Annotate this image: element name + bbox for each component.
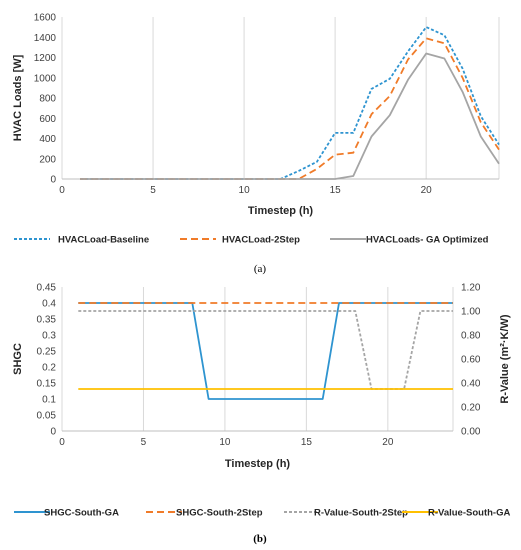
y-axis-title: SHGC [12, 343, 24, 375]
series-line-3 [80, 52, 500, 180]
legend-label-2: HVACLoad-2Step [222, 235, 300, 246]
x-tick-label: 0 [59, 185, 65, 196]
legend-label-3: R-Value-South-2Step [314, 508, 408, 519]
x-tick-label: 20 [421, 185, 433, 196]
y-tick-label: 0.25 [37, 347, 57, 358]
y-tick-label: 0 [50, 175, 56, 186]
series-line-3 [78, 310, 453, 390]
y-tick-label: 800 [39, 94, 56, 105]
y-tick-label: 200 [39, 154, 56, 165]
series-line-1 [80, 26, 500, 180]
x-tick-label: 10 [219, 437, 231, 448]
y-axis-title: HVAC Loads [W] [12, 54, 24, 141]
y-tick-label: 0.3 [42, 331, 56, 342]
series-line-1 [78, 302, 453, 400]
y-tick-label: 0 [50, 427, 56, 438]
y-tick-label: 0.45 [37, 283, 57, 294]
x-axis-title: Timestep (h) [225, 458, 291, 470]
y2-tick-label: 0.00 [461, 427, 481, 438]
y2-tick-label: 1.00 [461, 307, 481, 318]
chart-b-shgc-rvalue: 0 5 10 15 20 0 0.05 0.1 0.15 0.2 0.25 0.3 0.35 0.4 0.4… [12, 283, 511, 546]
legend-label-1: SHGC-South-GA [44, 508, 119, 519]
x-axis-title: Timestep (h) [248, 205, 314, 217]
y-tick-label: 0.1 [42, 395, 56, 406]
y-tick-label: 0.35 [37, 315, 57, 326]
y-tick-label: 0.05 [37, 411, 57, 422]
y-tick-label: 1000 [34, 73, 57, 84]
y-tick-label: 1200 [34, 53, 57, 64]
legend-label-4: R-Value-South-GA [428, 508, 510, 519]
figure-caption: (a) [254, 263, 267, 275]
series-line-2 [80, 37, 500, 180]
legend-label-1: HVACLoad-Baseline [58, 235, 149, 246]
figure-caption: (b) [253, 533, 267, 545]
legend-label-2: SHGC-South-2Step [176, 508, 263, 519]
y-tick-label: 0.15 [37, 379, 57, 390]
y2-tick-label: 0.40 [461, 379, 481, 390]
chart-a-hvac-loads: 0 5 10 15 2002004006008001000120014001600Tim… [12, 13, 500, 275]
y2-axis-title: R-Value (m²·K/W) [499, 314, 511, 404]
x-tick-label: 0 [59, 437, 65, 448]
y-tick-label: 600 [39, 114, 56, 125]
y2-tick-label: 1.20 [461, 283, 481, 294]
x-tick-label: 15 [301, 437, 313, 448]
x-tick-label: 10 [239, 185, 251, 196]
x-tick-label: 20 [382, 437, 394, 448]
x-tick-label: 5 [141, 437, 147, 448]
y-tick-label: 1400 [34, 33, 57, 44]
y-tick-label: 0.4 [42, 299, 56, 310]
legend-label-3: HVACLoads- GA Optimized [366, 235, 489, 246]
y-tick-label: 0.2 [42, 363, 56, 374]
y2-tick-label: 0.60 [461, 355, 481, 366]
y2-tick-label: 0.80 [461, 331, 481, 342]
y-tick-label: 400 [39, 134, 56, 145]
x-tick-label: 5 [150, 185, 156, 196]
x-tick-label: 15 [330, 185, 342, 196]
y-tick-label: 1600 [34, 13, 57, 24]
y2-tick-label: 0.20 [461, 403, 481, 414]
